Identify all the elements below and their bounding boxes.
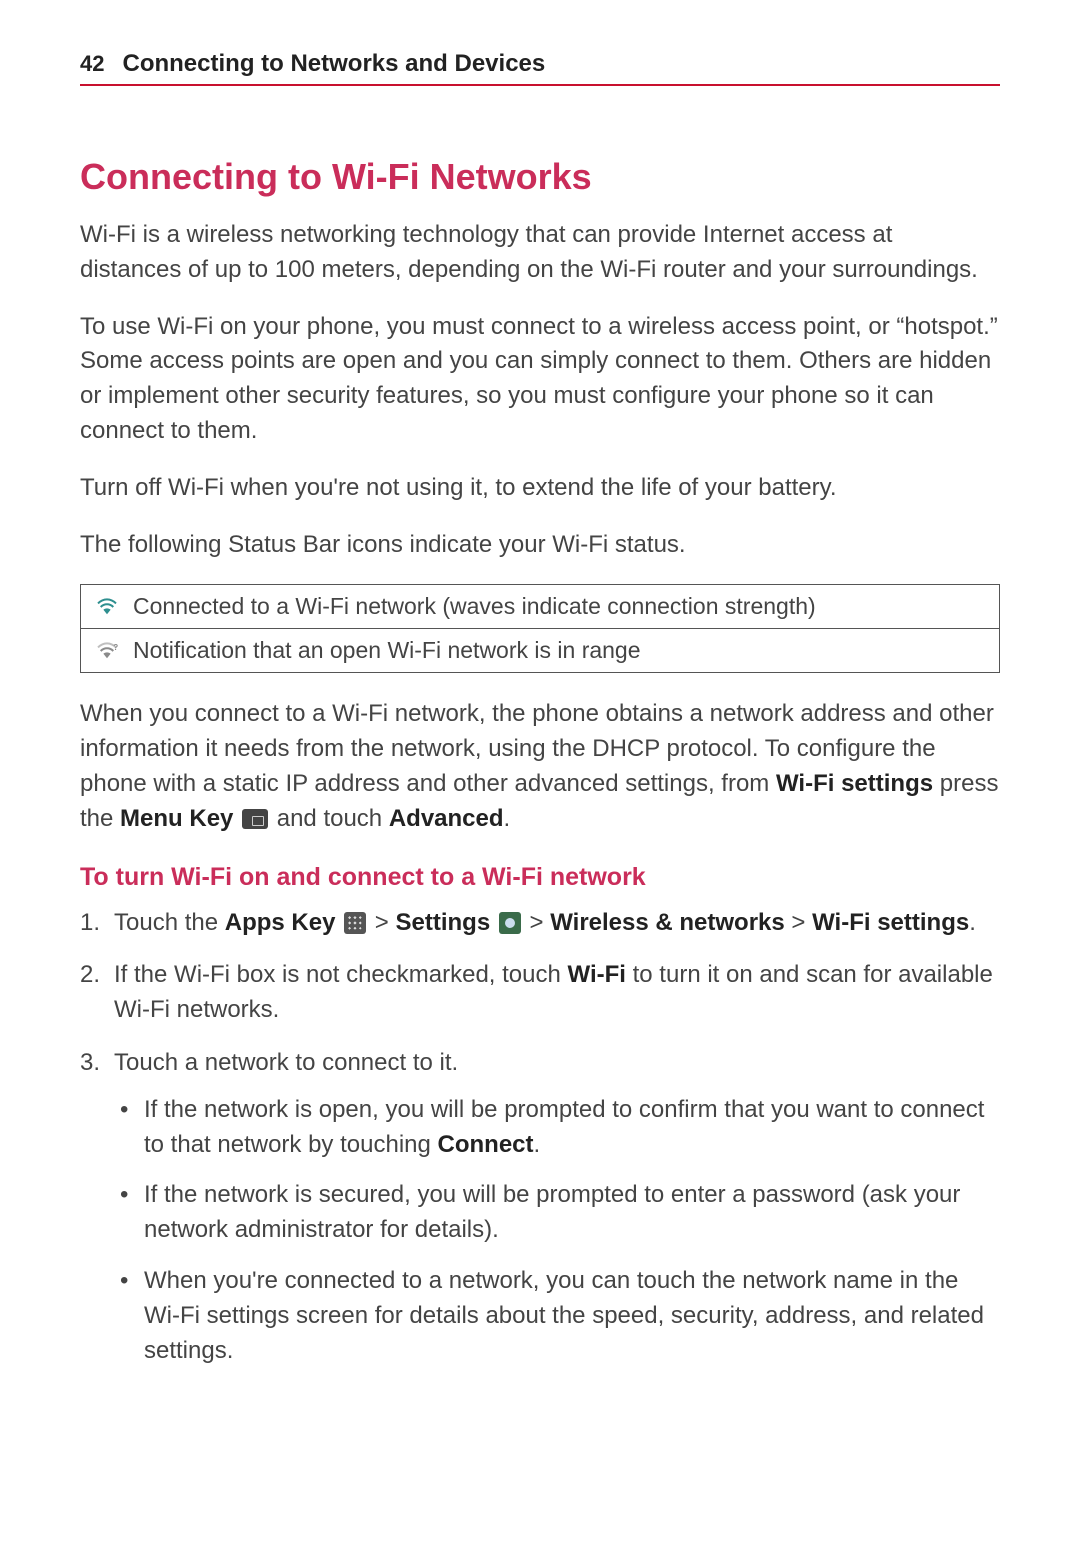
text-fragment: > xyxy=(785,909,812,936)
text-fragment: > xyxy=(523,909,550,936)
text-fragment: Touch the xyxy=(114,909,225,936)
step-1: Touch the Apps Key > Settings > Wireless… xyxy=(80,906,1000,941)
connect-label: Connect xyxy=(438,1131,534,1158)
wifi-label: Wi-Fi xyxy=(568,961,626,988)
settings-label: Settings xyxy=(395,909,490,936)
running-header: 42 Connecting to Networks and Devices xyxy=(80,50,1000,86)
text-fragment: and touch xyxy=(270,805,389,832)
table-row: ? Notification that an open Wi-Fi networ… xyxy=(81,629,999,672)
sub-bullets: If the network is open, you will be prom… xyxy=(114,1093,1000,1369)
svg-text:?: ? xyxy=(113,643,118,652)
steps-list: Touch the Apps Key > Settings > Wireless… xyxy=(80,906,1000,1369)
advanced-label: Advanced xyxy=(389,805,504,832)
step-2: If the Wi-Fi box is not checkmarked, tou… xyxy=(80,958,1000,1028)
settings-icon xyxy=(499,912,521,934)
text-fragment: . xyxy=(969,909,976,936)
step-3: Touch a network to connect to it. If the… xyxy=(80,1046,1000,1368)
text-fragment: Touch a network to connect to it. xyxy=(114,1049,458,1076)
bullet-open-network: If the network is open, you will be prom… xyxy=(114,1093,1000,1163)
bullet-connected-details: When you're connected to a network, you … xyxy=(114,1264,1000,1368)
icons-lead-paragraph: The following Status Bar icons indicate … xyxy=(80,528,1000,563)
battery-tip-paragraph: Turn off Wi-Fi when you're not using it,… xyxy=(80,471,1000,506)
table-cell-text: Connected to a Wi-Fi network (waves indi… xyxy=(133,585,999,628)
text-fragment: If the Wi-Fi box is not checkmarked, tou… xyxy=(114,961,568,988)
table-row: Connected to a Wi-Fi network (waves indi… xyxy=(81,585,999,629)
apps-key-icon xyxy=(344,912,366,934)
wifi-settings-label: Wi-Fi settings xyxy=(776,770,933,797)
text-fragment: . xyxy=(504,805,511,832)
wifi-open-icon: ? xyxy=(81,634,133,668)
apps-key-label: Apps Key xyxy=(225,909,336,936)
wifi-settings-label: Wi-Fi settings xyxy=(812,909,969,936)
text-fragment: If the network is open, you will be prom… xyxy=(144,1096,984,1158)
subheading: To turn Wi-Fi on and connect to a Wi-Fi … xyxy=(80,863,1000,892)
intro-paragraph: Wi-Fi is a wireless networking technolog… xyxy=(80,218,1000,288)
table-cell-text: Notification that an open Wi-Fi network … xyxy=(133,629,999,672)
wifi-status-icons-table: Connected to a Wi-Fi network (waves indi… xyxy=(80,584,1000,673)
page-number: 42 xyxy=(80,51,104,77)
page-title: Connecting to Wi-Fi Networks xyxy=(80,156,1000,198)
menu-key-label: Menu Key xyxy=(120,805,233,832)
dhcp-paragraph: When you connect to a Wi-Fi network, the… xyxy=(80,697,1000,836)
chapter-title: Connecting to Networks and Devices xyxy=(122,50,545,78)
manual-page: 42 Connecting to Networks and Devices Co… xyxy=(0,0,1080,1446)
text-fragment: . xyxy=(534,1131,541,1158)
text-fragment: > xyxy=(368,909,395,936)
hotspot-paragraph: To use Wi-Fi on your phone, you must con… xyxy=(80,310,1000,449)
wireless-networks-label: Wireless & networks xyxy=(550,909,785,936)
wifi-connected-icon xyxy=(81,590,133,624)
menu-key-icon xyxy=(242,809,268,829)
bullet-secured-network: If the network is secured, you will be p… xyxy=(114,1178,1000,1248)
